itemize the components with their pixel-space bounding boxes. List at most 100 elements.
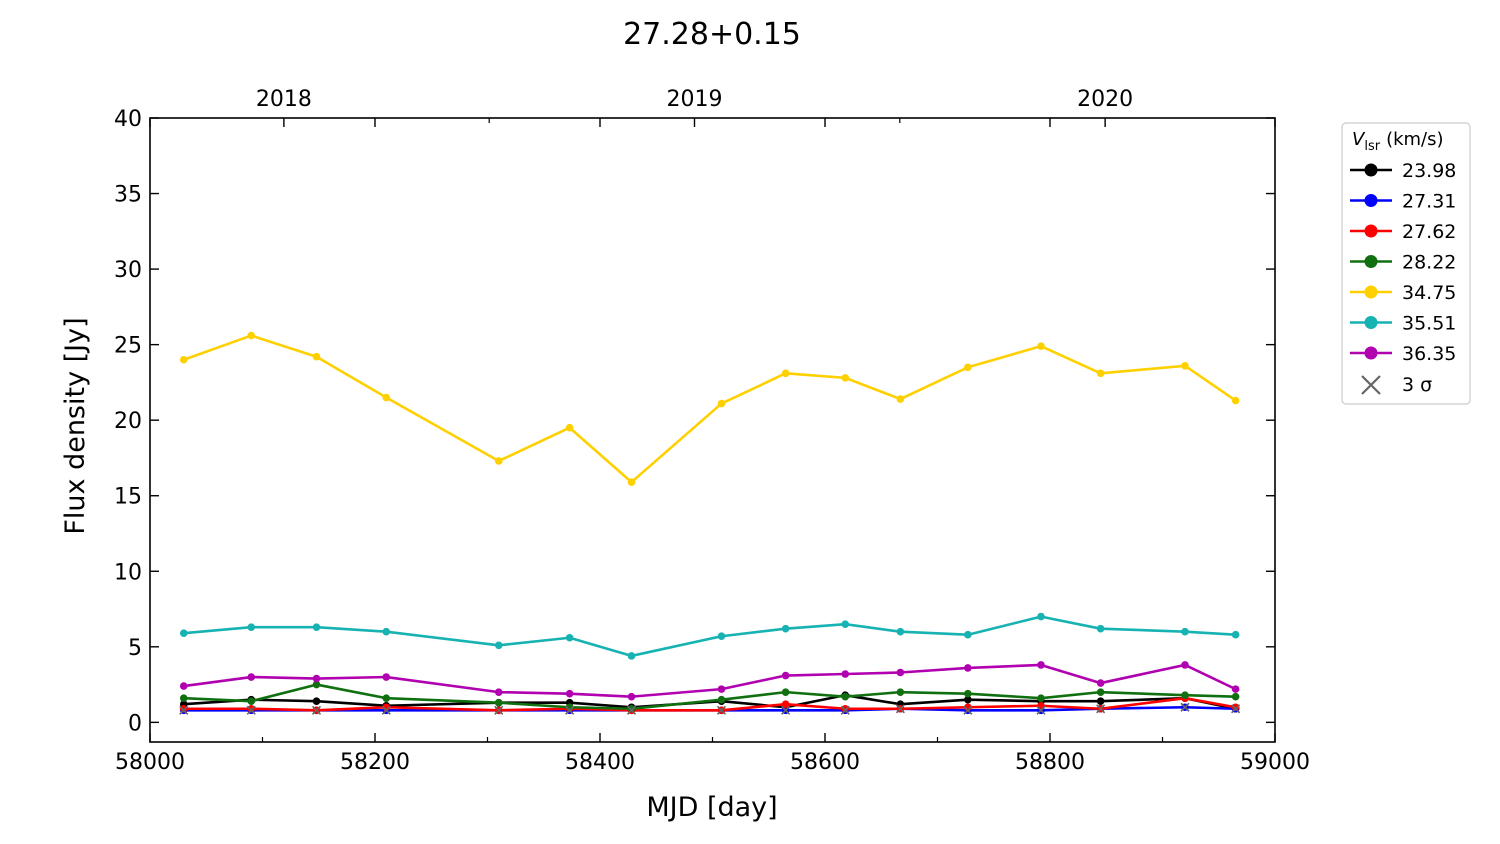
data-point <box>312 352 321 361</box>
plot-area <box>179 331 1241 715</box>
upper-limit-marker <box>494 705 504 715</box>
data-point <box>896 668 905 677</box>
data-point <box>964 630 972 639</box>
data-point <box>627 692 636 701</box>
x-tick-label: 58800 <box>1015 750 1085 775</box>
legend-label: 27.62 <box>1402 221 1456 243</box>
legend-label: 27.31 <box>1402 191 1456 213</box>
data-point <box>627 652 636 660</box>
upper-limit-marker <box>840 705 850 715</box>
data-point <box>717 632 726 641</box>
data-point <box>896 395 905 403</box>
series-line <box>183 334 1237 484</box>
data-point <box>841 374 850 382</box>
upper-limit-marker <box>311 705 322 715</box>
legend-sigma-marker <box>1361 375 1381 395</box>
data-point <box>179 704 188 713</box>
legend-title-symbol: V <box>1352 129 1366 150</box>
data-point <box>717 399 726 408</box>
legend-box <box>1341 122 1471 405</box>
data-point <box>179 355 188 364</box>
data-point <box>1231 685 1240 693</box>
y-tick-label: 5 <box>128 636 142 661</box>
legend-item: 27.31 <box>1350 191 1456 213</box>
data-point <box>781 671 790 680</box>
legend-item: 28.22 <box>1350 252 1456 274</box>
data-point <box>565 423 574 432</box>
data-point <box>494 698 503 707</box>
x-axis: 58000 58200 58400 58600 58800 59000 <box>115 118 1310 775</box>
data-point <box>494 688 503 696</box>
data-point <box>781 688 790 696</box>
data-point <box>247 331 256 340</box>
data-point <box>179 682 188 690</box>
data-point <box>964 695 972 704</box>
upper-limit-marker <box>1231 704 1241 714</box>
data-point <box>964 689 972 698</box>
legend-item-sigma: 3 σ <box>1361 374 1432 396</box>
top-tick-label: 2018 <box>256 87 312 112</box>
upper-limit-marker <box>963 705 973 715</box>
data-point <box>717 685 726 693</box>
data-point <box>565 689 574 698</box>
data-point <box>312 623 321 631</box>
upper-limit-marker <box>781 705 791 715</box>
x-tick-label: 58400 <box>565 750 635 775</box>
series-line <box>183 663 1237 698</box>
legend-item: 36.35 <box>1350 343 1456 365</box>
data-point <box>247 697 256 706</box>
data-point <box>1181 627 1189 636</box>
legend-marker <box>1364 163 1378 177</box>
upper-limit-marker <box>179 705 189 715</box>
data-point <box>179 694 188 702</box>
upper-limit-marker <box>716 705 727 715</box>
data-point <box>247 623 256 631</box>
data-point <box>247 673 256 681</box>
legend-label: 35.51 <box>1402 313 1456 335</box>
upper-limits-27.31 <box>179 702 1241 715</box>
y-tick-label: 30 <box>114 258 142 283</box>
data-point <box>841 692 850 701</box>
legend-label: 23.98 <box>1402 160 1456 182</box>
data-point <box>494 457 503 465</box>
top-tick-label: 2019 <box>667 87 723 112</box>
data-point <box>312 674 321 683</box>
x-tick-label: 59000 <box>1240 750 1310 775</box>
data-point <box>1231 703 1240 712</box>
data-point <box>1037 342 1045 350</box>
data-point <box>382 627 391 636</box>
x-axis-label: MJD [day] <box>646 792 777 823</box>
legend-marker <box>1364 316 1378 329</box>
data-point <box>312 680 321 689</box>
y-axis-label: Flux density [Jy] <box>60 317 91 534</box>
y-tick-label: 10 <box>114 560 142 585</box>
legend-item: 27.62 <box>1350 221 1456 243</box>
x-tick-label: 58200 <box>340 750 410 775</box>
x-tick-label: 58000 <box>115 750 185 775</box>
y-tick-label: 15 <box>114 485 142 510</box>
data-point <box>565 633 574 642</box>
series-28.22 <box>179 680 1240 713</box>
legend-marker <box>1364 255 1378 268</box>
data-point <box>717 695 726 704</box>
legend-item: 34.75 <box>1350 282 1456 304</box>
legend-title-subscript: lsr <box>1364 139 1380 154</box>
y-tick-label: 40 <box>114 107 142 132</box>
data-point <box>896 688 905 696</box>
data-point <box>1181 691 1189 699</box>
data-point <box>781 369 790 378</box>
data-point <box>1181 361 1189 370</box>
data-point <box>1231 396 1240 405</box>
x-tick-label: 58600 <box>790 750 860 775</box>
legend-sigma-label: 3 σ <box>1402 374 1432 396</box>
data-point <box>382 694 391 702</box>
legend-label: 34.75 <box>1402 282 1456 304</box>
series-34.75 <box>179 331 1240 486</box>
series-line <box>183 693 1236 711</box>
data-point <box>964 664 972 672</box>
legend-marker <box>1364 224 1378 238</box>
data-point <box>841 620 850 628</box>
upper-limit-marker <box>381 705 391 715</box>
data-point <box>1037 694 1045 702</box>
